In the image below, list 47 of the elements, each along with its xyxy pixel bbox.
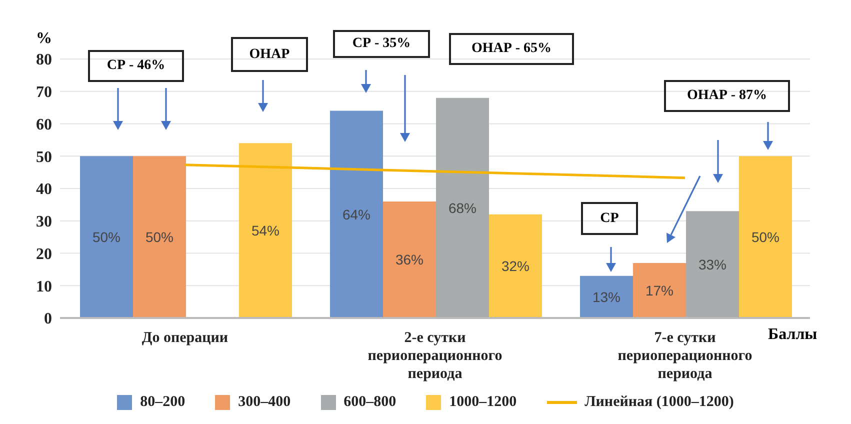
legend-label: 300–400 [238,394,291,411]
text: СР - 35% [333,30,430,58]
bar [330,110,383,318]
y-axis-title: % [36,30,52,48]
x-tick-label: До операции [142,330,228,346]
data-label: 32% [501,258,530,274]
y-tick-label: 10 [36,278,52,296]
bar [436,98,489,318]
y-tick-label: 40 [36,181,52,198]
y-tick-label: 70 [36,84,52,102]
data-label: 50% [92,229,121,246]
y-tick-label: 0 [44,310,52,328]
data-label: 33% [698,256,727,273]
data-label: 13% [592,288,621,305]
annotation: СР [581,202,638,235]
bar [580,276,633,318]
y-tick-label: 20 [36,246,52,263]
bar [133,156,186,318]
x-axis-title: Баллы [768,326,818,344]
annotation: ОНАР [231,37,308,72]
data-label: 54% [251,222,280,239]
data-label: 64% [342,206,371,222]
legend-label: 1000–1200 [449,394,517,411]
bar [633,262,686,318]
bar [239,143,292,318]
annotation: ОНАР - 87% [664,80,790,112]
bar [489,214,542,318]
y-tick-label: 60 [36,116,52,134]
bar [739,156,792,318]
y-tick-label: 30 [36,214,52,231]
text: ОНАР - 65% [449,33,574,65]
data-label: 50% [145,229,174,246]
bar [686,211,739,318]
data-label: 36% [395,252,424,268]
x-tick-label: 7-е сутки периоперационного периода [618,330,752,382]
legend-label: 80–200 [140,394,186,411]
data-label: 17% [645,282,674,298]
data-label: 50% [751,229,780,246]
x-tick-label: 2-е сутки периоперационного периода [368,330,502,382]
bar [383,201,436,318]
y-tick-label: 50 [36,148,52,166]
y-tick-label: 80 [36,52,52,69]
bar [80,156,133,318]
legend-label: 600–800 [344,394,396,411]
annotation: СР - 46% [88,50,184,82]
legend-label: Линейная (1000–1200) [584,394,734,411]
data-label: 68% [448,200,477,216]
